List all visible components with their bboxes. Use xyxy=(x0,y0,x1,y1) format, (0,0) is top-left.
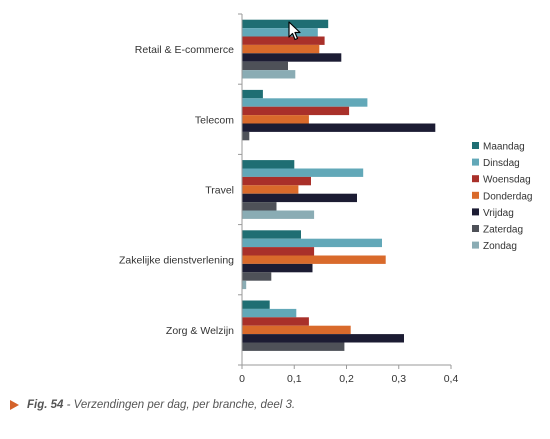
legend: Maandag Dinsdag Woensdag Donderdag Vrijdag Za… xyxy=(472,142,532,252)
x-tick-label: 0,3 xyxy=(391,373,406,385)
bar-woensdag-4 xyxy=(242,317,309,326)
bar-dinsdag-4 xyxy=(242,308,297,318)
legend-label: Vrijdag xyxy=(483,208,514,219)
bar-maandag-0 xyxy=(242,19,329,29)
bar-woensdag-1 xyxy=(242,106,350,116)
category-label: Telecom xyxy=(195,114,234,126)
legend-label: Maandag xyxy=(483,142,525,153)
legend-swatch xyxy=(472,241,479,249)
x-tick-label: 0,1 xyxy=(287,373,302,385)
legend-swatch xyxy=(472,175,479,183)
legend-label: Woensdag xyxy=(483,175,531,186)
bar-zaterdag-0 xyxy=(242,61,288,71)
category-label: Retail & E-commerce xyxy=(135,44,234,56)
legend-label: Zondag xyxy=(483,241,517,252)
mouse-pointer-icon xyxy=(288,21,302,46)
category-label: Zakelijke dienstverlening xyxy=(119,255,234,267)
legend-swatch xyxy=(472,225,479,232)
legend-swatch xyxy=(472,191,479,199)
bar-dinsdag-1 xyxy=(242,98,368,107)
bar-vrijdag-1 xyxy=(242,123,436,132)
bar-donderdag-3 xyxy=(242,255,386,264)
bar-dinsdag-0 xyxy=(242,28,318,37)
triangle-right-icon xyxy=(10,400,19,410)
x-axis: 0 0,1 0,2 0,3 0,4 xyxy=(239,364,459,385)
bar-chart: Retail & E-commerce Telecom Travel Zakelijk… xyxy=(119,13,532,385)
legend-swatch xyxy=(472,142,479,149)
bar-vrijdag-4 xyxy=(242,334,404,343)
bar-vrijdag-3 xyxy=(242,263,313,273)
bar-zondag-0 xyxy=(242,70,296,79)
bar-zaterdag-2 xyxy=(242,202,277,211)
legend-label: Donderdag xyxy=(483,191,532,202)
legend-label: Zaterdag xyxy=(483,225,523,236)
bar-vrijdag-0 xyxy=(242,53,342,62)
bar-donderdag-0 xyxy=(242,44,320,54)
bar-zaterdag-4 xyxy=(242,342,345,351)
bar-donderdag-1 xyxy=(242,115,309,124)
figure-label: Fig. 54 xyxy=(27,399,64,411)
bar-donderdag-4 xyxy=(242,325,351,335)
plot-area xyxy=(242,19,436,351)
bar-dinsdag-3 xyxy=(242,238,382,248)
x-tick-label: 0,4 xyxy=(444,373,459,385)
legend-swatch xyxy=(472,158,479,166)
bar-woensdag-0 xyxy=(242,36,325,45)
bar-maandag-4 xyxy=(242,300,270,309)
bar-zaterdag-1 xyxy=(242,131,250,141)
figure-text: - Verzendingen per dag, per branche, dee… xyxy=(63,399,296,411)
legend-label: Dinsdag xyxy=(483,158,520,169)
legend-swatch xyxy=(472,208,479,216)
y-axis: Retail & E-commerce Telecom Travel Zakelijk… xyxy=(119,13,243,366)
bar-woensdag-2 xyxy=(242,176,311,186)
x-tick-label: 0 xyxy=(239,373,245,385)
bar-maandag-1 xyxy=(242,89,263,99)
bar-maandag-2 xyxy=(242,160,295,169)
bar-donderdag-2 xyxy=(242,185,299,194)
bar-vrijdag-2 xyxy=(242,193,357,203)
bar-zaterdag-3 xyxy=(242,272,272,281)
category-label: Travel xyxy=(205,185,234,197)
x-tick-label: 0,2 xyxy=(339,373,354,385)
bar-zondag-2 xyxy=(242,210,315,219)
bar-maandag-3 xyxy=(242,230,301,239)
bar-zondag-3 xyxy=(242,280,247,290)
bar-woensdag-3 xyxy=(242,247,315,256)
figure-caption: Fig. 54 - Verzendingen per dag, per bran… xyxy=(10,399,295,411)
category-label: Zorg & Welzijn xyxy=(166,325,234,337)
bar-dinsdag-2 xyxy=(242,168,364,177)
